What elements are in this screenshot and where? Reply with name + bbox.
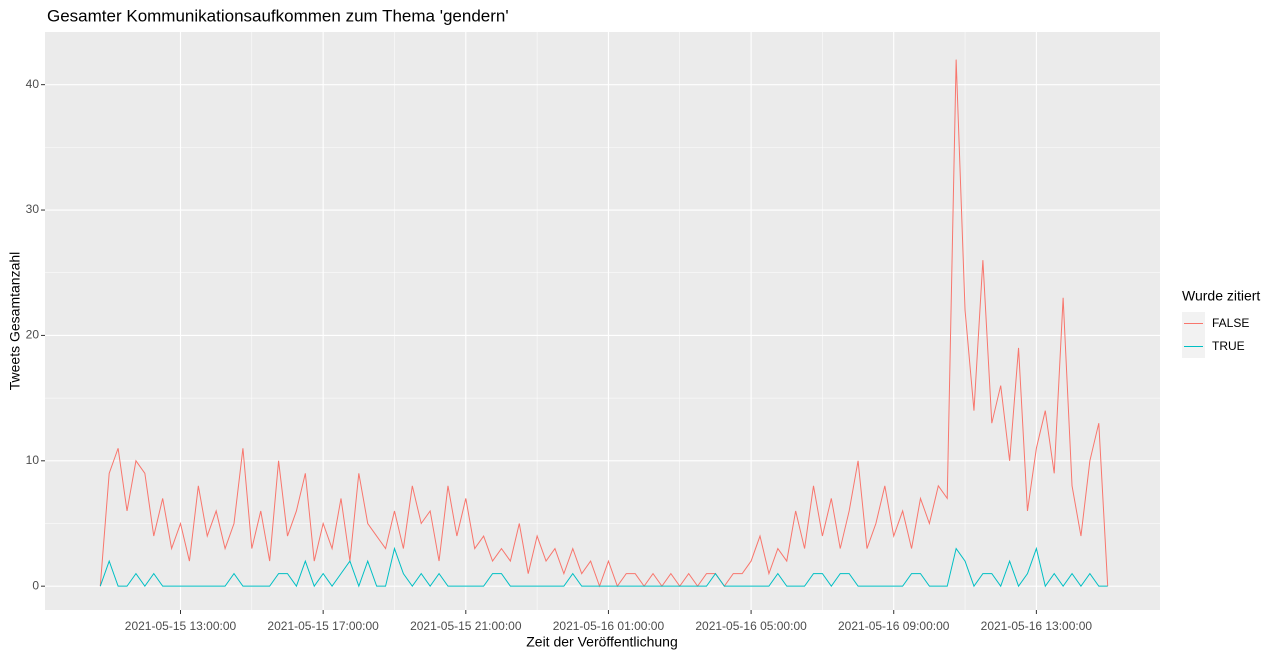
chart-title: Gesamter Kommunikationsaufkommen zum The… xyxy=(47,6,509,25)
series-line xyxy=(99,59,1109,588)
x-tick-label: 2021-05-15 17:00:00 xyxy=(267,619,379,633)
x-tick-label: 2021-05-15 21:00:00 xyxy=(410,619,522,633)
y-tick-label: 30 xyxy=(26,202,40,216)
legend-title: Wurde zitiert xyxy=(1182,288,1260,304)
y-tick-label: 20 xyxy=(26,328,40,342)
legend-label: TRUE xyxy=(1212,339,1245,353)
x-axis-title: Zeit der Veröffentlichung xyxy=(526,634,678,650)
x-tick-label: 2021-05-16 09:00:00 xyxy=(838,619,950,633)
y-tick-label: 40 xyxy=(26,77,40,91)
series-line xyxy=(99,546,1108,588)
y-axis-title: Tweets Gesamtanzahl xyxy=(7,252,23,391)
y-tick-label: 0 xyxy=(32,578,39,592)
x-tick-label: 2021-05-16 05:00:00 xyxy=(695,619,807,633)
y-tick-label: 10 xyxy=(26,453,40,467)
x-tick-label: 2021-05-16 01:00:00 xyxy=(553,619,665,633)
legend: Wurde zitiert FALSE TRUE xyxy=(1182,288,1260,358)
x-tick-label: 2021-05-15 13:00:00 xyxy=(125,619,237,633)
legend-label: FALSE xyxy=(1212,316,1249,330)
plot-marks xyxy=(99,59,1109,588)
x-tick-label: 2021-05-16 13:00:00 xyxy=(981,619,1093,633)
panel xyxy=(45,32,1160,610)
